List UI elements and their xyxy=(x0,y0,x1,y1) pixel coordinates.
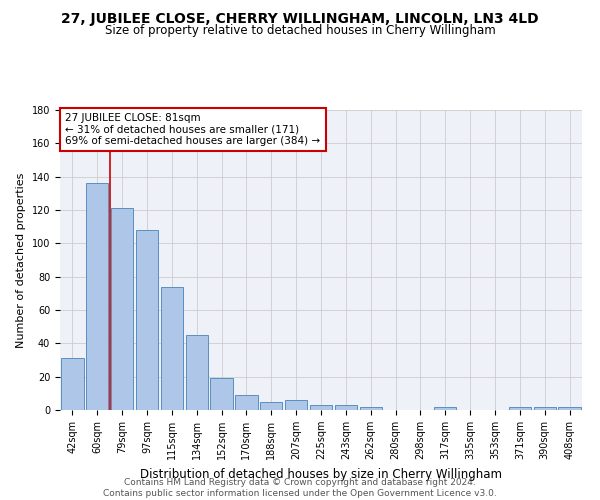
Bar xyxy=(434,406,457,410)
Bar xyxy=(509,406,531,410)
Bar xyxy=(136,230,158,410)
Bar xyxy=(335,405,357,410)
Bar xyxy=(185,335,208,410)
Bar xyxy=(285,400,307,410)
X-axis label: Distribution of detached houses by size in Cherry Willingham: Distribution of detached houses by size … xyxy=(140,468,502,480)
Bar xyxy=(86,184,109,410)
Bar xyxy=(559,406,581,410)
Y-axis label: Number of detached properties: Number of detached properties xyxy=(16,172,26,348)
Bar xyxy=(111,208,133,410)
Bar xyxy=(211,378,233,410)
Bar xyxy=(533,406,556,410)
Bar xyxy=(359,406,382,410)
Bar xyxy=(235,395,257,410)
Bar xyxy=(310,405,332,410)
Text: Contains HM Land Registry data © Crown copyright and database right 2024.
Contai: Contains HM Land Registry data © Crown c… xyxy=(103,478,497,498)
Text: Size of property relative to detached houses in Cherry Willingham: Size of property relative to detached ho… xyxy=(104,24,496,37)
Text: 27 JUBILEE CLOSE: 81sqm
← 31% of detached houses are smaller (171)
69% of semi-d: 27 JUBILEE CLOSE: 81sqm ← 31% of detache… xyxy=(65,113,320,146)
Bar xyxy=(61,358,83,410)
Bar xyxy=(260,402,283,410)
Text: 27, JUBILEE CLOSE, CHERRY WILLINGHAM, LINCOLN, LN3 4LD: 27, JUBILEE CLOSE, CHERRY WILLINGHAM, LI… xyxy=(61,12,539,26)
Bar xyxy=(161,286,183,410)
